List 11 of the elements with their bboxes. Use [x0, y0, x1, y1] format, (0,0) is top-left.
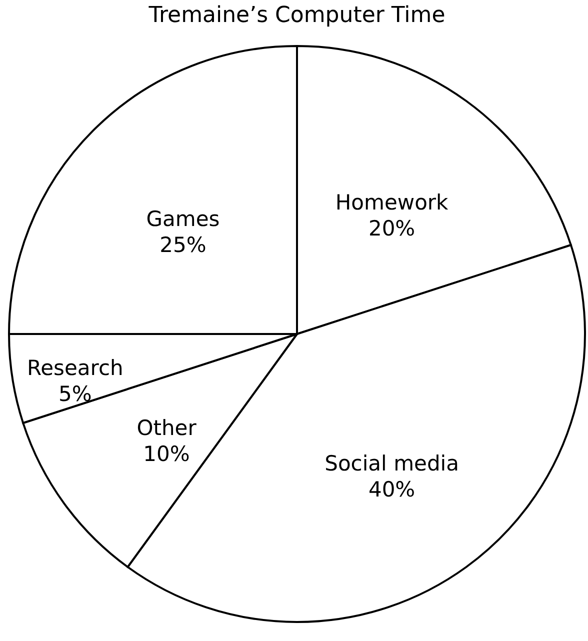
slice-label: Games — [146, 206, 220, 231]
data-label: 10% — [143, 442, 190, 466]
slice-label: Research — [26, 356, 124, 380]
slice-label: Social media — [324, 451, 459, 476]
slice-label: Other — [136, 416, 197, 440]
data-label: 20% — [368, 216, 416, 241]
data-label: 40% — [368, 477, 416, 502]
data-label: 25% — [160, 232, 206, 257]
chart-title: Tremaine’s Computer Time — [148, 3, 446, 28]
slice-label: Homework — [335, 190, 450, 215]
data-label: 5% — [58, 382, 92, 406]
